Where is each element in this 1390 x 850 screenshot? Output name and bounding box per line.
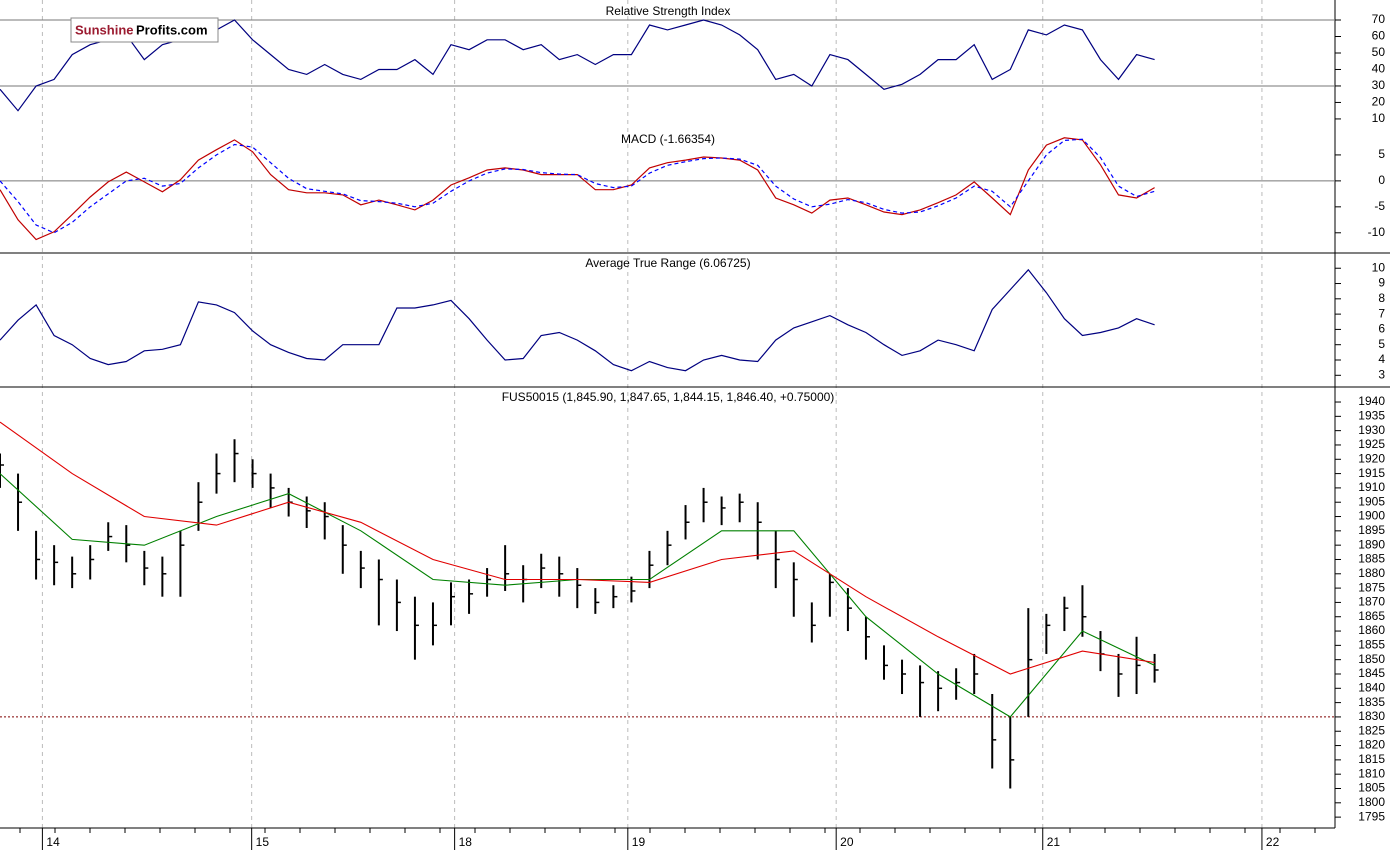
y-tick-label: 10 <box>1372 111 1386 125</box>
x-tick-label: 14 <box>46 835 60 849</box>
y-tick-label: 1845 <box>1358 666 1385 680</box>
y-tick-label: 1935 <box>1358 409 1385 423</box>
y-tick-label: 5 <box>1378 147 1385 161</box>
x-tick-label: 18 <box>459 835 473 849</box>
x-tick-label: 20 <box>840 835 854 849</box>
y-tick-label: 30 <box>1372 78 1386 92</box>
indicator-line <box>0 138 1155 234</box>
y-tick-label: 20 <box>1372 95 1386 109</box>
y-tick-label: 1895 <box>1358 523 1385 537</box>
y-tick-label: 6 <box>1378 322 1385 336</box>
logo-text: Sunshine <box>75 22 134 37</box>
y-tick-label: 8 <box>1378 291 1385 305</box>
y-tick-label: 1825 <box>1358 723 1385 737</box>
panel-title: FUS50015 (1,845.90, 1,847.65, 1,844.15, … <box>502 390 835 404</box>
y-tick-label: 1920 <box>1358 451 1385 465</box>
y-tick-label: 40 <box>1372 62 1386 76</box>
panel-title: MACD (-1.66354) <box>621 132 715 146</box>
y-tick-label: 1910 <box>1358 480 1385 494</box>
y-tick-label: 1800 <box>1358 795 1385 809</box>
y-tick-label: 1815 <box>1358 752 1385 766</box>
y-tick-label: 1880 <box>1358 566 1385 580</box>
y-tick-label: 9 <box>1378 276 1385 290</box>
x-tick-label: 21 <box>1047 835 1061 849</box>
panel-title: Relative Strength Index <box>606 4 731 18</box>
logo: Sunshine Profits.com <box>70 17 219 43</box>
x-tick-label: 15 <box>256 835 270 849</box>
y-tick-label: 3 <box>1378 367 1385 381</box>
y-tick-label: 1890 <box>1358 537 1385 551</box>
y-tick-label: 0 <box>1378 173 1385 187</box>
y-tick-label: 5 <box>1378 337 1385 351</box>
y-tick-label: 1795 <box>1358 809 1385 823</box>
y-tick-label: 1840 <box>1358 680 1385 694</box>
y-tick-label: 1900 <box>1358 509 1385 523</box>
moving-average <box>0 421 1155 675</box>
logo-box <box>70 17 219 43</box>
y-tick-label: 70 <box>1372 12 1386 26</box>
x-tick-label: 22 <box>1266 835 1280 849</box>
y-tick-label: 1860 <box>1358 623 1385 637</box>
y-tick-label: 1875 <box>1358 580 1385 594</box>
y-tick-label: 1865 <box>1358 609 1385 623</box>
indicator-line <box>0 268 1155 372</box>
y-tick-label: 60 <box>1372 29 1386 43</box>
y-tick-label: 7 <box>1378 306 1385 320</box>
y-tick-label: 1820 <box>1358 738 1385 752</box>
y-tick-label: 50 <box>1372 45 1386 59</box>
y-tick-label: 1905 <box>1358 494 1385 508</box>
logo-text: Profits.com <box>136 22 208 37</box>
x-tick-label: 19 <box>632 835 646 849</box>
y-tick-label: 1940 <box>1358 394 1385 408</box>
panel-title: Average True Range (6.06725) <box>585 256 750 270</box>
y-tick-label: 1835 <box>1358 695 1385 709</box>
y-tick-label: 4 <box>1378 352 1385 366</box>
y-tick-label: 1925 <box>1358 437 1385 451</box>
y-tick-label: 1805 <box>1358 781 1385 795</box>
indicator-line <box>0 137 1155 241</box>
y-tick-label: -5 <box>1374 199 1385 213</box>
y-tick-label: 1810 <box>1358 766 1385 780</box>
y-tick-label: 1915 <box>1358 466 1385 480</box>
y-tick-label: 1855 <box>1358 638 1385 652</box>
y-tick-label: 1850 <box>1358 652 1385 666</box>
y-tick-label: 1885 <box>1358 552 1385 566</box>
y-tick-label: 10 <box>1372 260 1386 274</box>
y-tick-label: 1930 <box>1358 423 1385 437</box>
y-tick-label: 1830 <box>1358 709 1385 723</box>
y-tick-label: -10 <box>1368 225 1386 239</box>
y-tick-label: 1870 <box>1358 595 1385 609</box>
